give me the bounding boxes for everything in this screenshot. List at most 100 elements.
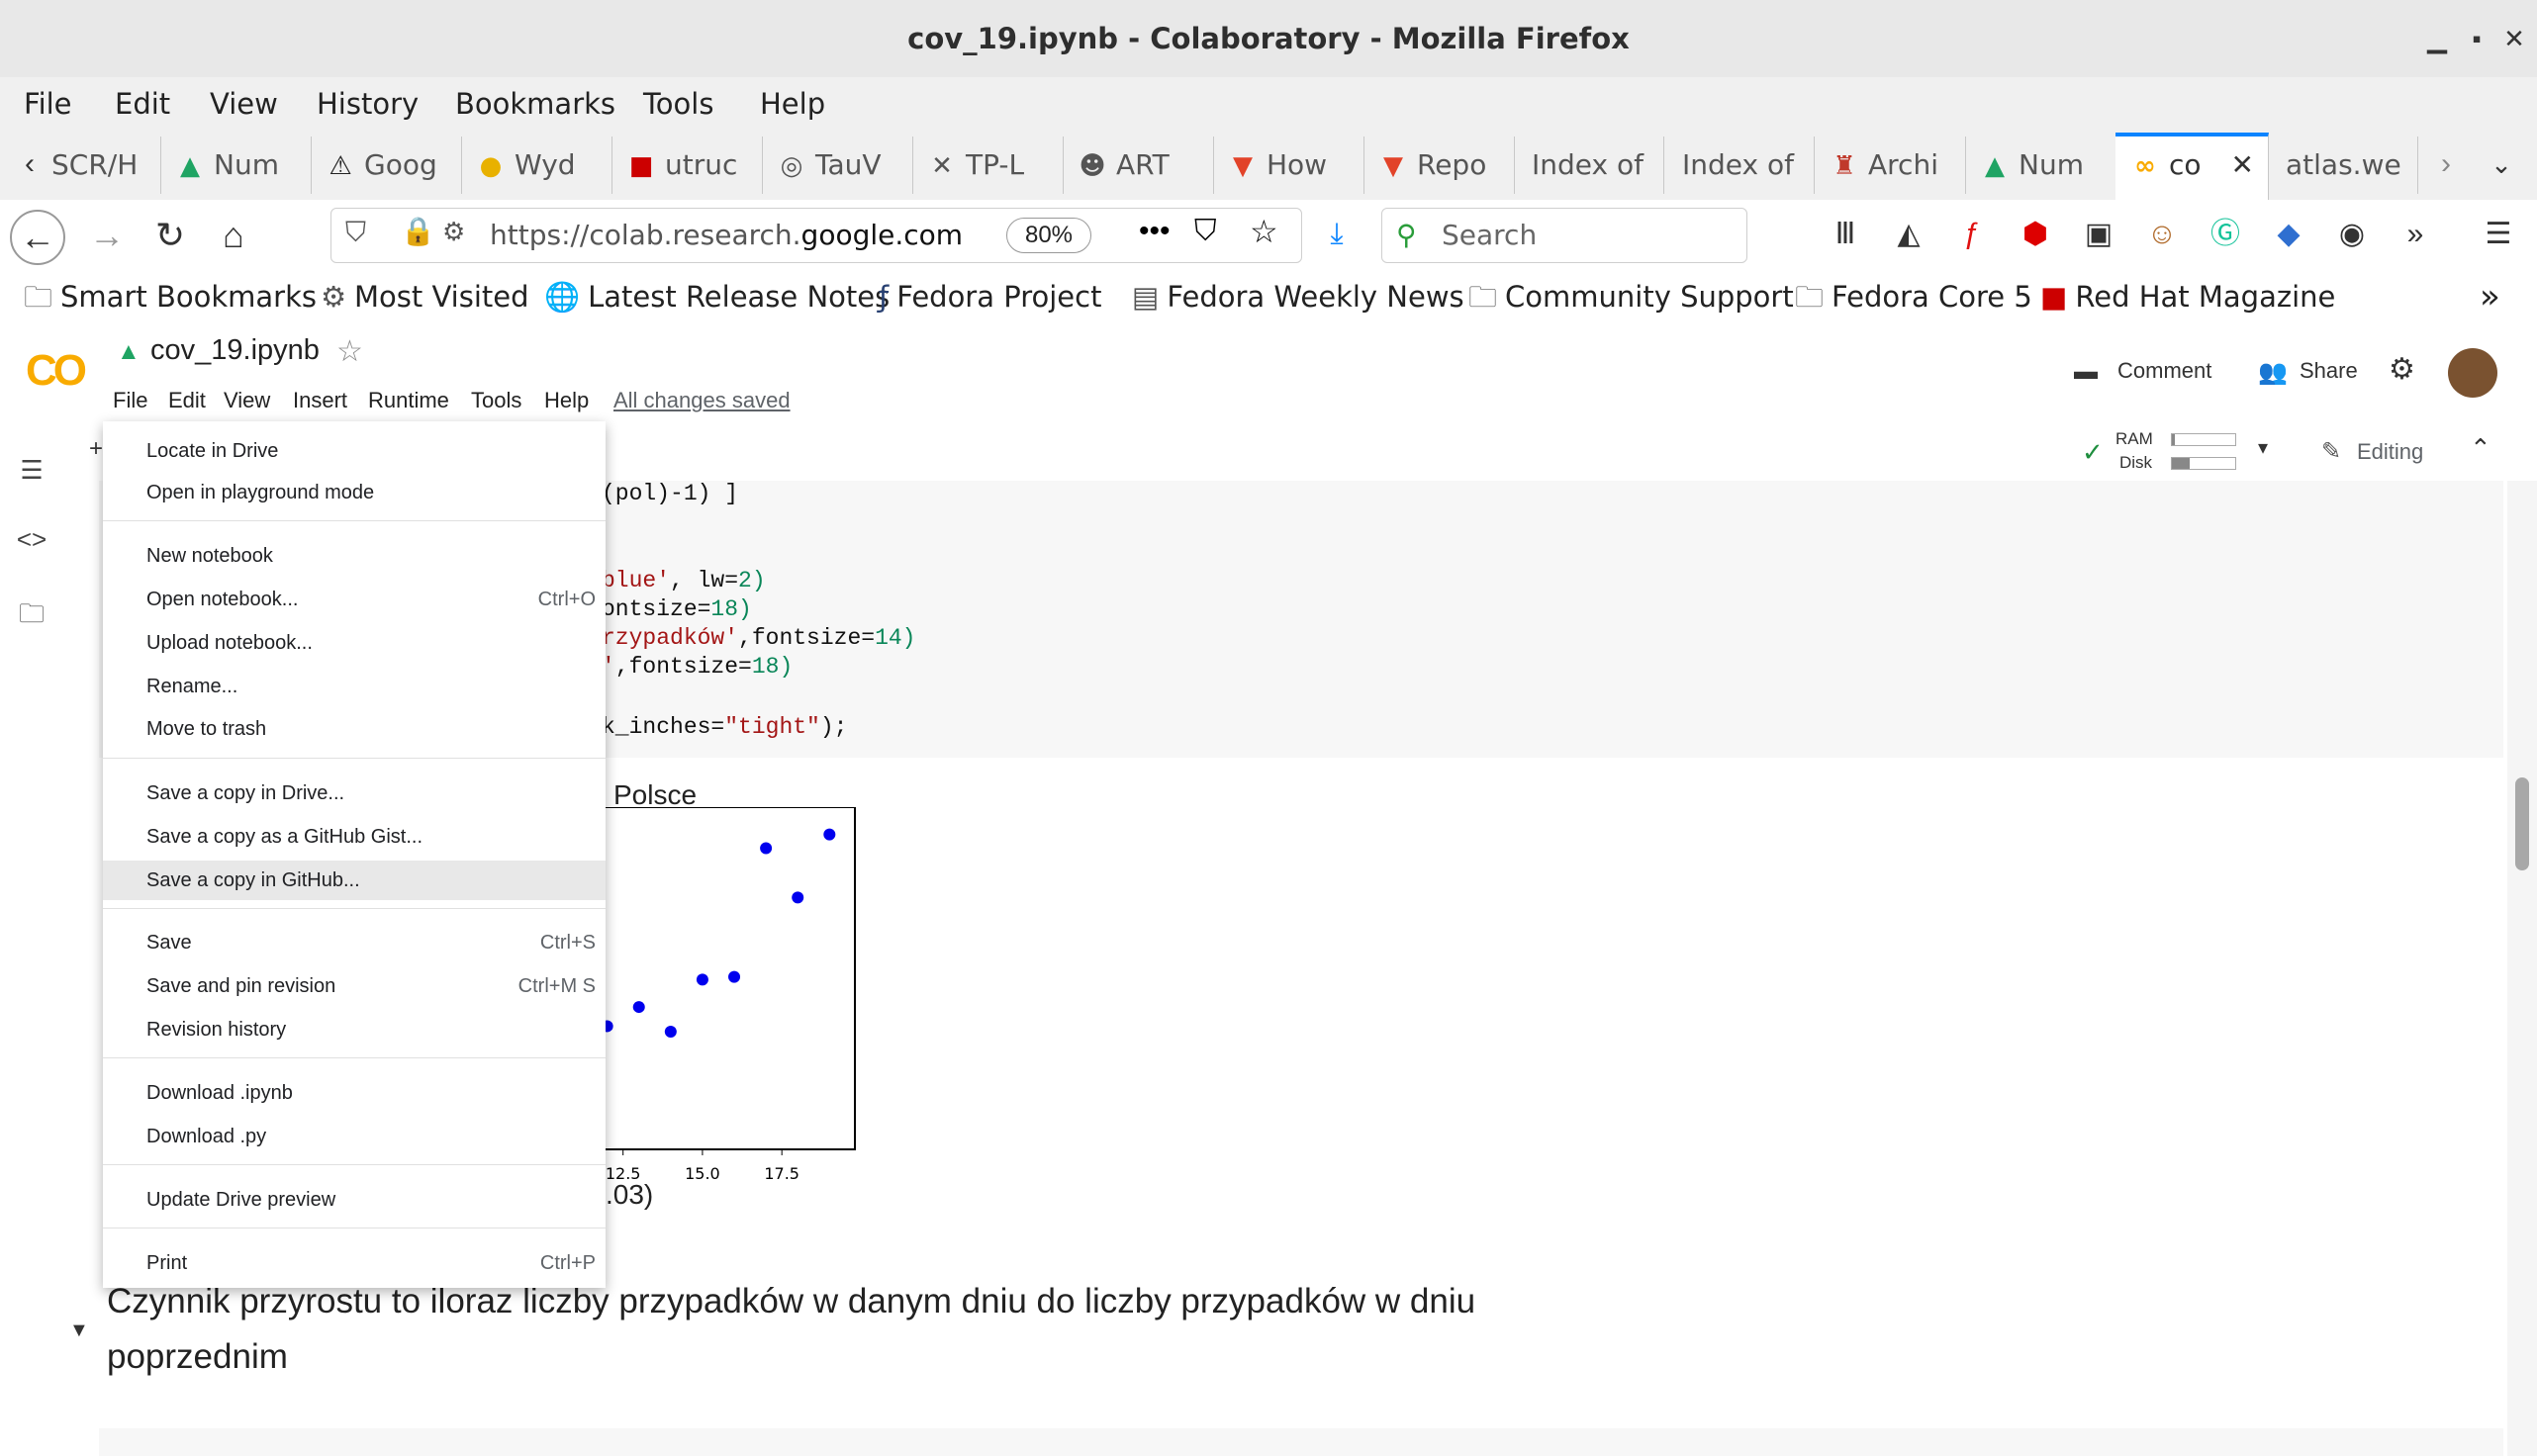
- close-window-icon[interactable]: ✕: [2503, 24, 2525, 53]
- tab[interactable]: atlas.we: [2268, 136, 2418, 194]
- overflow-icon[interactable]: »: [2406, 218, 2424, 250]
- settings-gear-icon[interactable]: ⚙: [2389, 353, 2415, 386]
- scrollbar-thumb[interactable]: [2515, 777, 2529, 870]
- colab-menu-insert[interactable]: Insert: [293, 388, 348, 412]
- tab[interactable]: Index of: [1514, 136, 1664, 194]
- menu-item-upload-notebook[interactable]: Upload notebook...: [103, 623, 606, 663]
- menu-item-download-py[interactable]: Download .py: [103, 1117, 606, 1156]
- library-icon[interactable]: Ⅲ: [1834, 218, 1856, 250]
- greasemonkey-icon[interactable]: ☺: [2146, 218, 2178, 250]
- menu-history[interactable]: History: [317, 87, 420, 121]
- menu-bookmarks[interactable]: Bookmarks: [455, 87, 616, 121]
- menu-item-save-pin-revision[interactable]: Save and pin revision Ctrl+M S: [103, 966, 606, 1006]
- menu-item-print[interactable]: Print Ctrl+P: [103, 1243, 606, 1283]
- menu-item-locate-in-drive[interactable]: Locate in Drive: [103, 431, 606, 471]
- tabs-scroll-right-icon[interactable]: ›: [2441, 147, 2451, 180]
- adblock-icon[interactable]: ⬢: [2021, 218, 2049, 250]
- bookmark-item[interactable]: ƒ Fedora Project: [879, 269, 1101, 324]
- pocket-icon[interactable]: ⛉: [1194, 215, 1217, 247]
- menu-item-rename[interactable]: Rename...: [103, 667, 606, 706]
- menu-help[interactable]: Help: [760, 87, 826, 121]
- menu-tools[interactable]: Tools: [643, 87, 714, 121]
- menu-view[interactable]: View: [210, 87, 278, 121]
- menu-edit[interactable]: Edit: [115, 87, 171, 121]
- grammarly-icon[interactable]: Ⓖ: [2210, 218, 2240, 250]
- zoom-level[interactable]: 80%: [1006, 218, 1091, 253]
- menu-item-update-drive-preview[interactable]: Update Drive preview: [103, 1180, 606, 1220]
- tabs-scroll-left-icon[interactable]: ‹: [25, 147, 35, 180]
- tab[interactable]: ● Wyd: [461, 136, 612, 194]
- tab[interactable]: ▼ Repo: [1363, 136, 1515, 194]
- star-icon[interactable]: ☆: [336, 335, 363, 368]
- minimize-icon[interactable]: ▁: [2427, 24, 2447, 53]
- add-cell-button[interactable]: +: [89, 435, 104, 462]
- code-snippets-icon[interactable]: <>: [16, 524, 47, 554]
- tab-active[interactable]: ∞ co ✕: [2115, 133, 2269, 202]
- tab[interactable]: ▼ How: [1213, 136, 1364, 194]
- colab-menu-tools[interactable]: Tools: [471, 388, 522, 412]
- reader-icon[interactable]: ▣: [2084, 218, 2114, 250]
- colab-menu-runtime[interactable]: Runtime: [368, 388, 449, 412]
- home-icon[interactable]: ⌂: [223, 215, 244, 255]
- files-folder-icon[interactable]: 🗀: [18, 598, 45, 628]
- bookmark-item[interactable]: ⚙ Most Visited: [321, 269, 529, 324]
- tab[interactable]: Index of: [1664, 136, 1815, 194]
- avatar[interactable]: [2448, 348, 2497, 398]
- search-input[interactable]: ⚲ Search: [1381, 208, 1747, 263]
- close-tab-icon[interactable]: ✕: [2230, 148, 2254, 181]
- account-icon[interactable]: ◉: [2338, 218, 2366, 250]
- url-text[interactable]: https://colab.research.google.com: [490, 209, 963, 262]
- tab[interactable]: ✕ TP-L: [912, 136, 1064, 194]
- collapse-header-icon[interactable]: ⌃: [2470, 433, 2491, 463]
- url-bar[interactable]: ⛉ 🔒 ⚙ https://colab.research.google.com …: [330, 208, 1302, 263]
- bookmarks-overflow-icon[interactable]: »: [2480, 277, 2500, 317]
- flash-icon[interactable]: ƒ: [1963, 218, 1981, 250]
- tab[interactable]: ▲ Num: [160, 136, 312, 194]
- menu-item-download-ipynb[interactable]: Download .ipynb: [103, 1073, 606, 1113]
- menu-item-new-notebook[interactable]: New notebook: [103, 536, 606, 576]
- forward-icon[interactable]: →: [89, 215, 125, 255]
- bookmark-item[interactable]: 🗀 Fedora Core 5: [1795, 269, 2032, 324]
- bookmark-item[interactable]: 🗀 Smart Bookmarks: [24, 269, 317, 324]
- comment-button[interactable]: Comment: [2117, 358, 2212, 383]
- list-tabs-icon[interactable]: ⌄: [2490, 149, 2512, 179]
- scrollbar[interactable]: [2507, 481, 2537, 1456]
- bookmark-item[interactable]: 🗀 Community Support: [1468, 269, 1794, 324]
- menu-item-save-copy-drive[interactable]: Save a copy in Drive...: [103, 774, 606, 813]
- page-actions-icon[interactable]: •••: [1139, 215, 1171, 247]
- maximize-icon[interactable]: ▪: [2472, 24, 2482, 53]
- colab-menu-view[interactable]: View: [224, 388, 271, 412]
- bookmark-star-icon[interactable]: ☆: [1250, 214, 1278, 249]
- ext-shield-icon[interactable]: ◆: [2277, 218, 2301, 250]
- menu-item-open-playground-mode[interactable]: Open in playground mode: [103, 473, 606, 512]
- menu-item-revision-history[interactable]: Revision history: [103, 1010, 606, 1049]
- tab[interactable]: ◎ TauV: [762, 136, 913, 194]
- menu-file[interactable]: File: [24, 87, 72, 121]
- resources-dropdown-icon[interactable]: ▾: [2258, 437, 2269, 459]
- colab-menu-help[interactable]: Help: [544, 388, 590, 412]
- menu-item-move-to-trash[interactable]: Move to trash: [103, 709, 606, 749]
- ext-icon[interactable]: ◭: [1897, 218, 1921, 250]
- tab[interactable]: ☻ ART: [1063, 136, 1214, 194]
- collapse-section-icon[interactable]: ▼: [69, 1320, 89, 1341]
- menu-item-save[interactable]: Save Ctrl+S: [103, 923, 606, 962]
- tab[interactable]: ⚠ Goog: [311, 136, 462, 194]
- tab[interactable]: SCR/H: [51, 136, 161, 194]
- bookmark-item[interactable]: ■ Red Hat Magazine: [2040, 269, 2335, 324]
- code-cell[interactable]: [99, 1428, 2503, 1456]
- shield-icon[interactable]: ⛉: [345, 217, 367, 247]
- tab[interactable]: ■ utruc: [611, 136, 763, 194]
- hamburger-menu-icon[interactable]: ☰: [2485, 218, 2512, 250]
- colab-logo[interactable]: CO: [26, 346, 87, 395]
- notebook-name[interactable]: cov_19.ipynb: [150, 334, 320, 366]
- back-icon[interactable]: ←: [10, 210, 65, 265]
- colab-menu-file[interactable]: File: [113, 388, 148, 412]
- colab-menu-edit[interactable]: Edit: [168, 388, 206, 412]
- toc-icon[interactable]: ☰: [20, 455, 44, 485]
- tab[interactable]: ♜ Archi: [1815, 136, 1966, 194]
- editing-mode-button[interactable]: Editing: [2357, 439, 2424, 464]
- menu-item-open-notebook[interactable]: Open notebook... Ctrl+O: [103, 580, 606, 619]
- download-icon[interactable]: ⤓: [1330, 218, 1344, 250]
- menu-item-save-copy-gist[interactable]: Save a copy as a GitHub Gist...: [103, 817, 606, 857]
- menu-item-save-copy-github[interactable]: Save a copy in GitHub...: [103, 861, 606, 900]
